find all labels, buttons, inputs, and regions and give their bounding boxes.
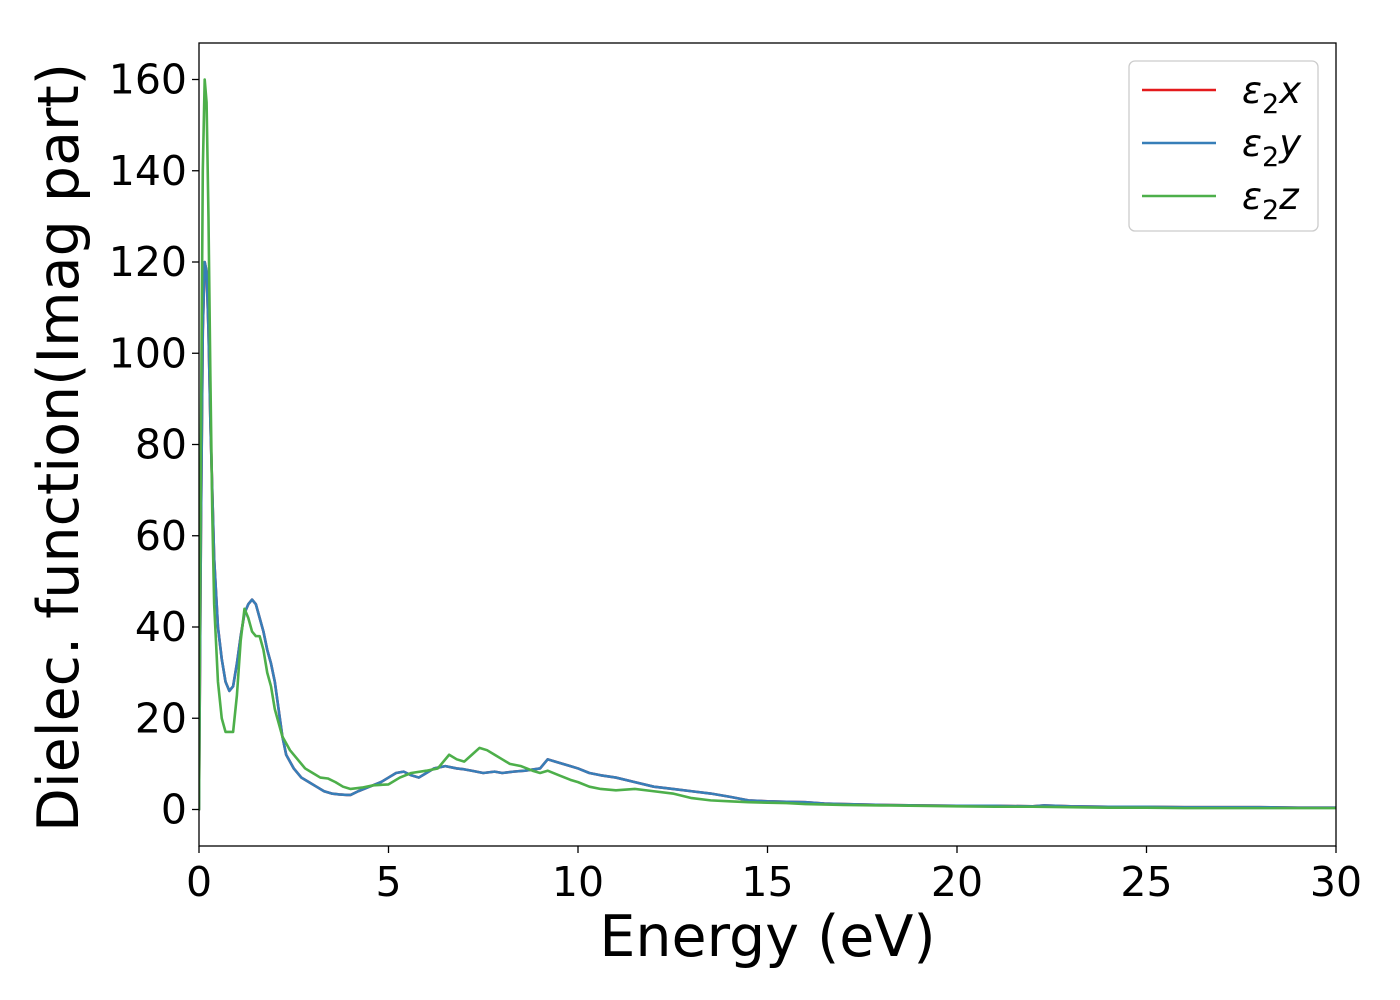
x-tick-label: 5 — [375, 858, 401, 906]
legend-label-base: ε — [1242, 122, 1262, 165]
legend-label-z: ε2z — [1242, 175, 1300, 226]
x-axis: 0 5 10 15 20 25 30 — [186, 846, 1362, 906]
series-layer — [199, 78, 1336, 811]
legend-label-suffix: z — [1278, 175, 1300, 218]
x-tick-label: 10 — [552, 858, 604, 906]
y-axis-label: Dielec. function(Imag part) — [26, 63, 92, 832]
y-tick-label: 20 — [135, 694, 187, 742]
y-tick-label: 160 — [109, 56, 187, 104]
legend-label-y: ε2y — [1242, 122, 1302, 173]
legend-label-base: ε — [1242, 69, 1262, 112]
x-tick-label: 15 — [741, 858, 793, 906]
legend-label-subscript: 2 — [1262, 195, 1279, 226]
x-tick-label: 30 — [1310, 858, 1362, 906]
y-tick-label: 100 — [109, 329, 187, 377]
plot-area — [199, 78, 1336, 811]
legend-label-base: ε — [1242, 175, 1262, 218]
y-tick-label: 140 — [109, 147, 187, 195]
legend-label-suffix: x — [1278, 69, 1302, 112]
y-axis: 0 20 40 60 80 100 120 140 160 — [109, 56, 199, 834]
legend-label-subscript: 2 — [1262, 142, 1279, 173]
y-tick-label: 60 — [135, 512, 187, 560]
legend-label-subscript: 2 — [1262, 89, 1279, 120]
y-tick-label: 80 — [135, 421, 187, 469]
legend-label-x: ε2x — [1242, 69, 1302, 120]
y-tick-label: 40 — [135, 603, 187, 651]
series-line-z — [199, 78, 1336, 811]
x-tick-label: 0 — [186, 858, 212, 906]
x-axis-label: Energy (eV) — [599, 904, 935, 970]
x-tick-label: 25 — [1120, 858, 1172, 906]
legend-label-suffix: y — [1278, 122, 1302, 165]
x-tick-label: 20 — [931, 858, 983, 906]
y-tick-label: 0 — [161, 786, 187, 834]
legend-box — [1128, 60, 1319, 232]
y-tick-label: 120 — [109, 238, 187, 286]
